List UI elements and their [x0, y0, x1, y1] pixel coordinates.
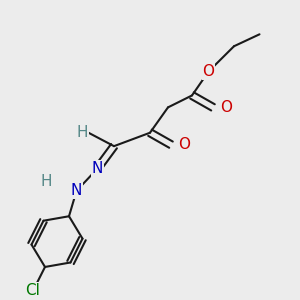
- Text: H: H: [77, 125, 88, 140]
- Text: O: O: [178, 137, 190, 152]
- Text: N: N: [71, 183, 82, 198]
- Text: Cl: Cl: [26, 283, 40, 298]
- Text: N: N: [92, 161, 103, 176]
- Text: H: H: [41, 174, 52, 189]
- Text: O: O: [220, 100, 232, 115]
- Text: O: O: [202, 64, 214, 79]
